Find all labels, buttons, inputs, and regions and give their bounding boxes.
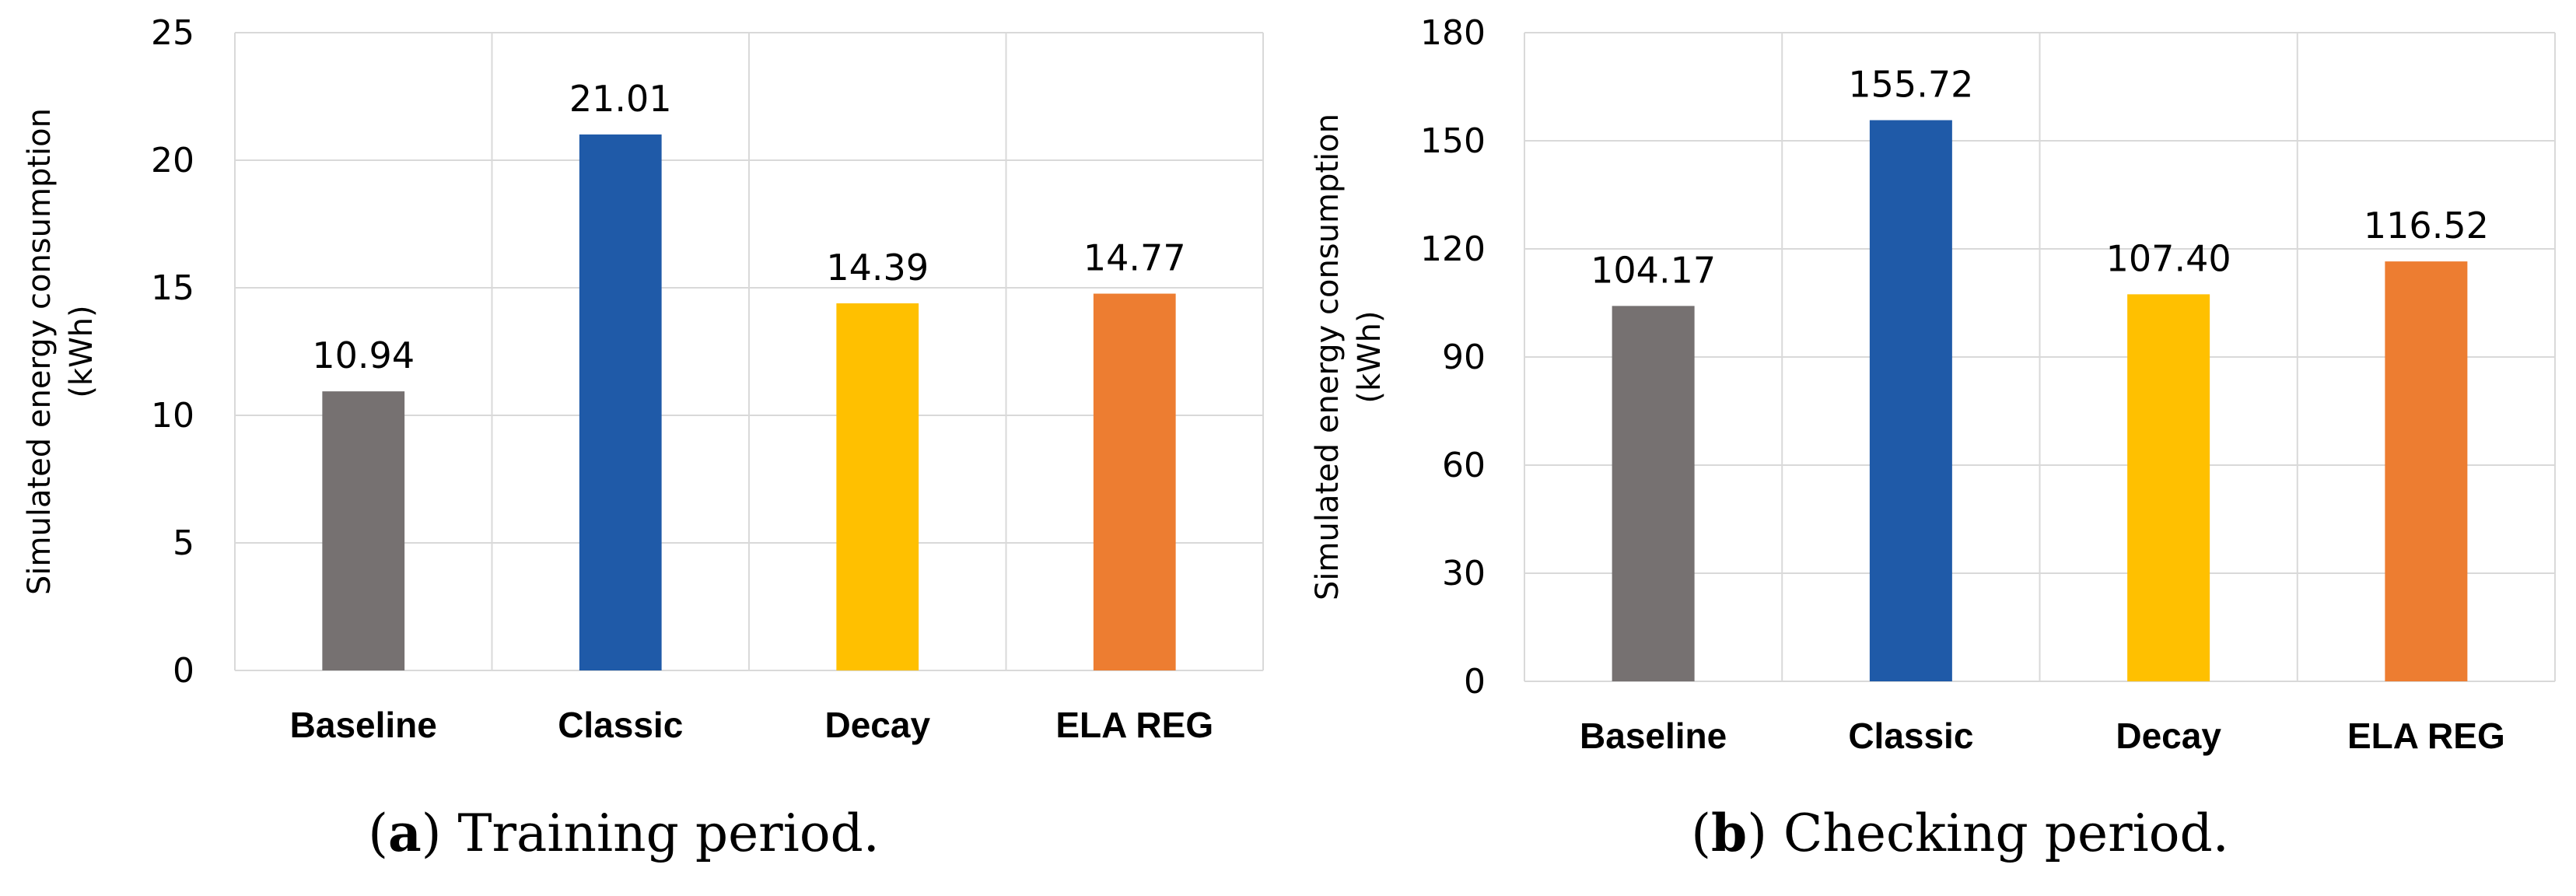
chart-panel-a: 0 5 10 15 20 25 10.94 Baseline 21.01 Classic 14.39… (22, 13, 1264, 863)
y-tick-label: 5 (173, 523, 194, 563)
y-tick-label: 30 (1442, 554, 1486, 593)
y-tick-label: 10 (151, 396, 194, 436)
data-label: 116.52 (2364, 205, 2489, 247)
bar-decay (2127, 294, 2210, 681)
y-tick-label: 90 (1442, 338, 1486, 377)
y-tick-label: 0 (173, 651, 194, 691)
x-tick-label: ELA REG (2347, 716, 2505, 756)
data-label: 21.01 (569, 78, 672, 120)
caption-paren-close: ) (422, 803, 458, 863)
y-axis-label-unit: (kWh) (1352, 310, 1388, 403)
data-label: 107.40 (2106, 237, 2231, 279)
caption-paren-open: ( (368, 803, 388, 863)
caption-paren-open: ( (1691, 803, 1711, 863)
y-tick-label: 60 (1442, 446, 1486, 485)
x-tick-label: Decay (824, 705, 930, 745)
x-tick-label: Classic (558, 705, 683, 745)
x-tick-label: ELA REG (1055, 705, 1213, 745)
bar-ela-reg (2385, 261, 2468, 681)
data-label: 155.72 (1848, 63, 1973, 105)
caption-paren-close: ) (1747, 803, 1783, 863)
data-label: 104.17 (1591, 249, 1716, 291)
caption-letter: a (388, 803, 422, 863)
bar-decay (836, 303, 919, 670)
y-axis-label: Simulated energy consumption (22, 108, 58, 595)
chart-panel-b: 0 30 60 90 120 150 180 104.17 Baseline 155.72 Clas… (1310, 13, 2556, 863)
y-axis-label-unit: (kWh) (64, 305, 100, 397)
y-axis-label: Simulated energy consumption (1310, 114, 1346, 600)
caption-text: Checking period. (1783, 803, 2229, 863)
y-tick-label: 15 (151, 268, 194, 308)
bar-ela-reg (1093, 293, 1176, 670)
data-label: 14.39 (826, 247, 929, 289)
x-tick-label: Baseline (1580, 716, 1727, 756)
caption-text: Training period. (457, 803, 879, 863)
data-label: 14.77 (1083, 237, 1186, 279)
bar-classic (1869, 120, 1952, 682)
y-tick-label: 25 (151, 13, 194, 53)
panel-caption: (b) Checking period. (1691, 803, 2228, 863)
x-tick-label: Classic (1848, 716, 1973, 756)
y-tick-label: 120 (1420, 229, 1486, 269)
y-tick-label: 180 (1420, 13, 1486, 53)
y-tick-label: 0 (1464, 662, 1486, 702)
panel-caption: (a) Training period. (368, 803, 880, 863)
caption-letter: b (1711, 803, 1747, 863)
bar-baseline (1612, 306, 1695, 681)
bar-classic (579, 134, 662, 670)
bar-baseline (322, 391, 405, 670)
x-tick-label: Baseline (290, 705, 437, 745)
x-tick-label: Decay (2116, 716, 2221, 756)
y-tick-label: 20 (151, 141, 194, 180)
data-label: 10.94 (312, 334, 415, 376)
y-tick-label: 150 (1420, 121, 1486, 161)
